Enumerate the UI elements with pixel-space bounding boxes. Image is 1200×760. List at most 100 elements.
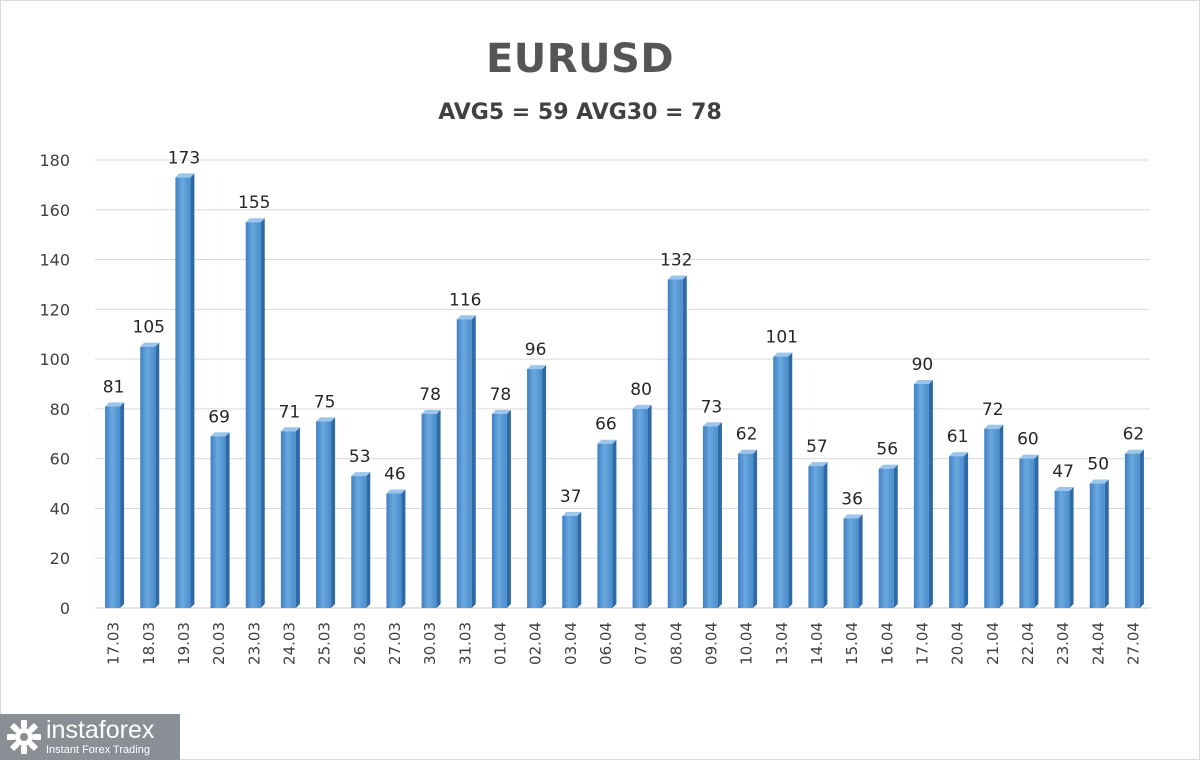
bar-top [105,402,125,407]
x-tick-label: 26.03 [351,622,369,665]
x-tick-label: 08.04 [667,622,685,665]
bar [140,342,160,608]
data-label: 71 [279,402,301,422]
chart-subtitle: AVG5 = 59 AVG30 = 78 [438,100,722,125]
x-tick-label: 01.04 [491,622,509,665]
bar-top [140,342,160,347]
x-tick-label: 03.04 [562,622,580,665]
bar-top [316,417,336,422]
bar-top [808,462,828,467]
bar [456,315,476,608]
bar [527,365,547,608]
bar-front [210,436,226,608]
bar-top [1054,487,1074,492]
bar-top [597,439,617,444]
bar-top [632,404,652,409]
bar-top [175,173,195,178]
x-tick-label: 31.03 [456,622,474,665]
bar-top [1089,479,1109,484]
bar-side [928,380,933,608]
x-tick-label: 18.03 [140,622,158,665]
x-tick-label: 13.04 [773,622,791,665]
bar [316,417,336,608]
x-tick-label: 19.03 [175,622,193,665]
bar-side [1034,454,1039,608]
bar-top [491,409,511,414]
bar [1019,454,1039,608]
bar-side [225,432,230,608]
y-tick-label: 100 [39,350,70,369]
bar-top [667,275,687,280]
data-label: 90 [912,355,934,375]
data-label: 132 [660,250,692,270]
data-labels: 81 105 173 69 155 71 75 53 46 78 116 78 96 37 66 80 132 7… [103,148,1144,509]
x-tick-label: 30.03 [421,622,439,665]
bar-top [527,365,547,370]
grid-lines [95,159,1150,609]
data-label: 47 [1052,462,1074,482]
bar [280,427,300,608]
bar [351,472,371,608]
data-label: 50 [1087,455,1109,475]
y-tick-label: 180 [39,151,70,170]
bar [949,452,969,608]
x-tick-label: 22.04 [1019,622,1037,665]
bar [738,449,758,608]
data-label: 36 [841,489,863,509]
data-label: 96 [525,340,547,360]
bar-top [1124,449,1144,454]
bar [878,464,898,608]
y-tick-label: 140 [39,251,70,270]
x-tick-label: 21.04 [984,622,1002,665]
x-tick-label: 10.04 [738,622,756,665]
instaforex-logo: instaforex Instant Forex Trading [0,714,180,760]
bar-side [506,409,511,608]
bar-side [1104,479,1109,608]
bar-front [597,443,613,608]
bar-front [949,456,965,608]
bar-side [120,402,125,608]
bar-side [436,409,441,608]
bar-front [280,431,296,608]
logo-name: instaforex [46,716,155,744]
bar [843,514,863,608]
y-tick-label: 40 [50,499,70,518]
bar [773,352,793,608]
x-tick-label: 14.04 [808,622,826,665]
x-tick-label: 24.03 [280,622,298,665]
bar [702,422,722,608]
bar [632,404,652,608]
bar-side [401,489,406,608]
bar-side [190,173,195,608]
data-label: 62 [736,425,758,445]
data-label: 105 [133,318,165,338]
bar-top [351,472,371,477]
x-tick-label: 17.03 [105,622,123,665]
bar-front [245,222,261,608]
data-label: 78 [419,385,441,405]
bar-front [140,346,156,608]
bar-front [456,319,472,608]
bar-front [843,518,859,608]
bar-front [667,279,683,608]
bar-top [984,424,1004,429]
bar [386,489,406,608]
bar-top [913,380,933,384]
bar-front [773,356,789,608]
data-label: 46 [384,465,406,485]
bar-side [717,422,722,608]
bar-front [1054,491,1070,608]
bar-front [386,493,402,608]
bar-front [913,384,929,608]
x-tick-label: 23.04 [1054,622,1072,665]
data-label: 116 [449,290,481,310]
data-label: 75 [314,392,336,412]
bar-top [702,422,722,427]
bar-side [964,452,969,608]
x-tick-label: 16.04 [878,622,896,665]
bar-front [984,428,1000,608]
data-label: 73 [701,397,723,417]
x-tick-label: 09.04 [702,622,720,665]
data-label: 101 [766,328,798,348]
bar-side [893,464,898,608]
